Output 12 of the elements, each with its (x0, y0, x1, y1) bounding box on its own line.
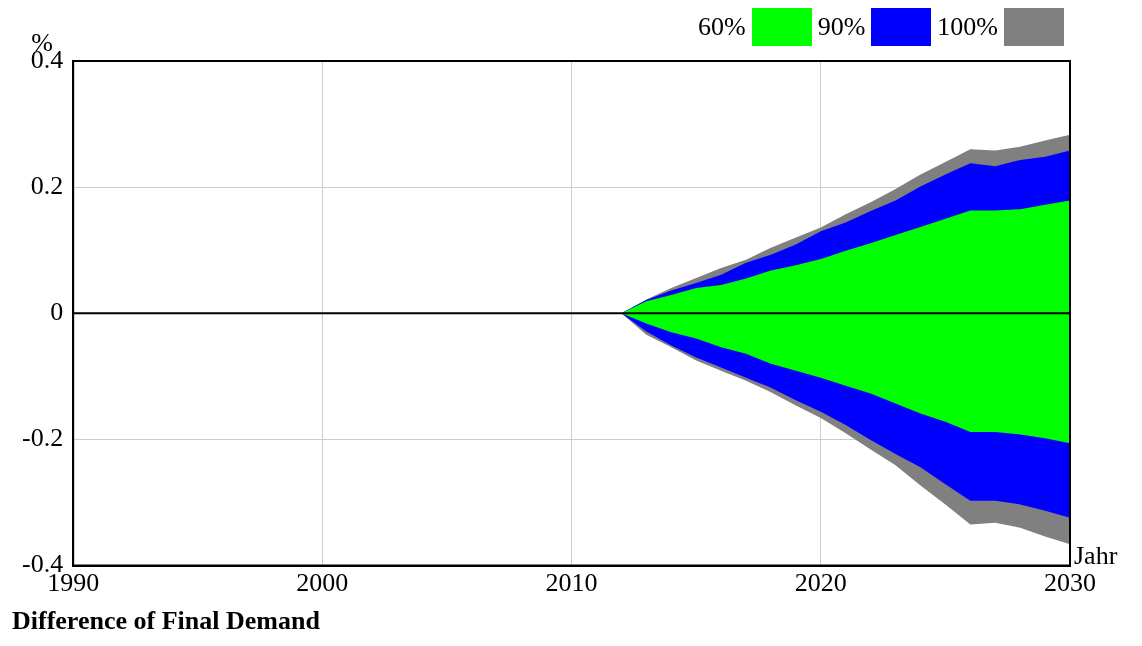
x-tick-label: 2010 (545, 568, 598, 598)
legend-label: 60% (697, 12, 746, 42)
x-axis-title: Jahr (1074, 541, 1118, 571)
x-tick-label: 2000 (296, 568, 349, 598)
legend-label: 100% (937, 12, 998, 42)
x-tick-label: 2020 (794, 568, 847, 598)
x-tick-label: 2030 (1044, 568, 1096, 598)
text: Difference of Final Demand (12, 606, 321, 636)
y-tick-label: 0.2 (30, 170, 64, 200)
legend-label: 90% (817, 12, 866, 42)
y-tick-label: 0 (50, 297, 64, 327)
y-tick-label: -0.2 (21, 423, 64, 453)
